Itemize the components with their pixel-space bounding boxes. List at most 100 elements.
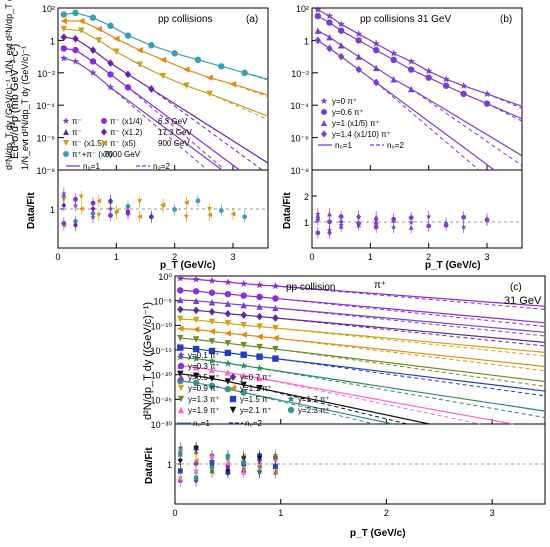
data-point: [136, 46, 143, 54]
ratio-point: [73, 222, 78, 229]
legend: y=0.1 π⁺ y=0.3 π⁺ y=0.5 π⁺ y=0.7 π⁺ y=0.9 π⁺…: [177, 351, 330, 428]
y-tick-label: 10⁻²⁵: [151, 395, 173, 405]
ratio-point: [327, 211, 332, 217]
data-point: [224, 378, 232, 385]
data-point: [218, 63, 225, 70]
ratio-point: [443, 222, 449, 228]
data-point: [71, 57, 80, 65]
legend-label: y=2.3 π⁺: [298, 406, 330, 415]
legend-marker: [229, 373, 237, 381]
legend-label: π⁺+π⁻ (x8): [72, 150, 112, 159]
data-point: [240, 279, 248, 287]
data-point: [337, 52, 345, 61]
ratio-y-tick-label: 2: [304, 192, 309, 202]
data-point: [224, 340, 232, 347]
data-point: [192, 354, 200, 362]
y-tick-label: 10⁻³⁰: [151, 420, 173, 430]
data-point: [372, 64, 380, 72]
data-point: [124, 70, 132, 79]
data-point: [272, 314, 279, 322]
legend-label: n₀=1: [83, 162, 100, 171]
fit-curve-n0-2: [275, 358, 546, 397]
panel-title: pp collisions 31 GeV: [360, 14, 451, 25]
ratio-point: [408, 224, 414, 230]
panel-c: 10⁰ 10⁻⁵ 10⁻¹⁰ 10⁻¹⁵ 10⁻²⁰ 10⁻²⁵ 10⁻³⁰ 0 1 2 3 1 pp …: [142, 272, 546, 539]
ratio-point: [257, 455, 262, 461]
data-point: [113, 48, 120, 55]
legend-label: y=1.1 π⁺: [240, 384, 272, 393]
data-point: [240, 389, 247, 396]
legend-label: 900 GeV: [158, 139, 190, 148]
data-point: [271, 282, 280, 290]
legend-label: π⁻ (x1.5): [72, 139, 105, 148]
data-point: [337, 27, 345, 34]
legend-label: π⁻ (x1/4): [110, 117, 143, 126]
x-tick-label: 2: [384, 508, 389, 518]
legend-marker: [177, 362, 185, 370]
legend-marker: [287, 406, 295, 414]
legend-label: y=0.1 π⁺: [188, 351, 220, 360]
legend-marker: [101, 118, 107, 124]
data-point: [208, 366, 216, 374]
data-point: [159, 56, 167, 64]
ratio-point: [193, 458, 199, 463]
ratio-y-axis-label: Data/Fit: [144, 447, 155, 484]
panel-a: 10² 1 10⁻² 10⁻⁴ 10⁻⁶ 10⁻⁸ 0 1 2 3 1 pp collisions (a…: [4, 0, 269, 271]
ratio-point: [61, 202, 67, 209]
fit-curve-n0-1: [180, 277, 546, 307]
data-point: [460, 81, 468, 89]
legend-label: π⁻: [72, 128, 82, 137]
fit-curve-n0-2: [275, 297, 546, 327]
data-point: [407, 57, 415, 65]
data-point: [325, 12, 334, 20]
data-point: [425, 74, 432, 81]
fit-curve-n0-2: [259, 377, 481, 425]
legend-label: π⁻ (x1.2): [110, 128, 143, 137]
legend-label: y=1.4 (x1/10) π⁺: [332, 130, 391, 139]
data-point: [192, 379, 200, 387]
ratio-point: [160, 204, 166, 209]
data-point: [208, 276, 216, 284]
legend-label: n₀=2: [153, 162, 170, 171]
data-point: [272, 295, 279, 302]
data-point: [272, 334, 279, 342]
ratio-point: [390, 224, 397, 230]
data-point: [159, 72, 167, 80]
fit-curve-n0-2: [275, 337, 546, 372]
data-point: [272, 304, 279, 312]
panel-particle: π⁺: [374, 280, 386, 291]
x-tick-label: 3: [230, 252, 235, 262]
data-point: [442, 75, 450, 83]
data-point: [208, 357, 216, 365]
legend-marker: [321, 120, 327, 126]
data-point: [72, 34, 79, 43]
data-point: [192, 326, 200, 333]
ratio-point: [315, 216, 321, 223]
data-point: [256, 293, 263, 301]
ratio-frame: [311, 169, 523, 249]
x-tick-label: 2: [426, 252, 431, 262]
data-point: [255, 364, 264, 372]
ratio-point: [108, 212, 113, 218]
fit-curve-n0-2: [151, 88, 263, 171]
y-tick-label: 10⁻⁸: [36, 166, 55, 176]
data-point: [148, 85, 155, 93]
data-point: [224, 330, 232, 337]
panel-tag: (c): [510, 282, 522, 293]
ratio-point: [242, 214, 248, 220]
data-point: [89, 46, 97, 54]
data-point: [240, 292, 247, 299]
data-point: [314, 5, 322, 13]
fit-curve-n0-2: [127, 86, 226, 171]
ratio-point: [218, 208, 224, 213]
ratio-point: [177, 475, 183, 481]
ratio-point: [256, 467, 263, 474]
data-point: [224, 309, 232, 318]
data-point: [192, 288, 200, 295]
data-point: [177, 315, 184, 323]
y-tick-label: 10²: [296, 4, 309, 14]
legend-marker: [63, 151, 69, 157]
y-tick-label: 1: [304, 36, 309, 46]
data-point: [256, 323, 263, 330]
